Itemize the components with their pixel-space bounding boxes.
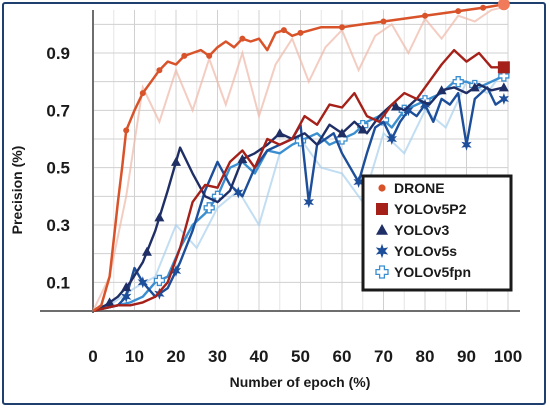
y-tick-label: 0.1	[46, 273, 70, 292]
yolov5p2-endpoint	[497, 61, 510, 74]
x-tick-label: 100	[494, 347, 522, 366]
data-point-circle	[280, 27, 287, 34]
y-tick-label: 0.9	[46, 44, 70, 63]
data-point-circle	[181, 52, 188, 59]
data-point-cross	[203, 202, 215, 214]
series-line	[92, 83, 505, 313]
series-group	[92, 0, 510, 313]
series-yolov5p2	[92, 48, 504, 313]
data-point-triangle	[141, 246, 152, 256]
data-point-triangle	[171, 156, 181, 166]
data-point-triangle	[469, 82, 480, 92]
legend: DRONE YOLOv5P2 YOLOv3 YOLOv5s YOLOv5fpn	[361, 174, 513, 292]
x-tick-label: 60	[333, 347, 352, 366]
data-point-star	[233, 186, 244, 199]
x-tick-label: 80	[416, 347, 435, 366]
legend-label: YOLOv5fpn	[394, 264, 471, 280]
data-point-triangle	[154, 212, 165, 222]
legend-item-yolov3: YOLOv3	[376, 222, 449, 238]
series-line	[92, 3, 505, 313]
data-point-square	[376, 203, 388, 215]
drone-endpoint	[497, 0, 510, 11]
data-point-star	[419, 98, 431, 111]
legend-items: DRONE YOLOv5P2 YOLOv3 YOLOv5s YOLOv5fpn	[375, 180, 471, 280]
data-point-circle	[422, 12, 428, 19]
series-yolov3	[92, 82, 509, 313]
x-tick-label: 10	[125, 347, 144, 366]
series-line	[92, 86, 505, 313]
data-point-star	[170, 264, 182, 277]
y-tick-label: 0.5	[46, 159, 70, 178]
y-axis-title: Precision (%)	[9, 146, 25, 235]
data-point-circle	[297, 29, 304, 36]
data-point-triangle	[274, 128, 285, 138]
data-point-circle	[480, 4, 487, 11]
data-point-cross	[375, 265, 389, 279]
data-point-star	[137, 276, 148, 289]
data-point-star	[498, 92, 509, 105]
data-point-triangle	[376, 224, 388, 235]
data-point-circle	[378, 184, 386, 192]
legend-item-yolov5p2: YOLOv5P2	[376, 201, 467, 217]
legend-item-yolov5s: YOLOv5s	[375, 243, 457, 259]
y-tick-label: 0.3	[46, 216, 70, 235]
legend-label: YOLOv5s	[394, 243, 457, 259]
data-point-circle	[123, 127, 130, 134]
legend-label: YOLOv5P2	[394, 201, 467, 217]
data-point-triangle	[104, 297, 115, 307]
data-point-circle	[339, 24, 345, 31]
data-point-circle	[139, 90, 146, 97]
axes	[40, 10, 520, 313]
data-point-triangle	[121, 282, 132, 292]
data-point-cross	[498, 70, 510, 82]
data-point-triangle	[498, 82, 509, 92]
data-point-triangle	[237, 154, 248, 164]
data-point-star	[375, 243, 389, 259]
x-tick-label: 70	[374, 347, 393, 366]
legend-item-drone: DRONE	[378, 180, 445, 196]
data-point-star	[154, 287, 165, 300]
data-point-star	[121, 290, 132, 303]
data-point-star	[386, 133, 397, 145]
y-tick-label: 0.7	[46, 101, 70, 120]
series-yolov5s	[92, 86, 509, 313]
data-point-circle	[239, 35, 246, 42]
data-point-triangle	[337, 128, 347, 138]
x-tick-label: 0	[88, 347, 97, 366]
data-point-circle	[156, 67, 163, 74]
data-point-circle	[206, 52, 213, 59]
x-tick-label: 20	[167, 347, 186, 366]
data-point-star	[353, 176, 364, 188]
shadow-trace	[92, 6, 505, 312]
data-point-star	[403, 104, 414, 117]
data-point-triangle	[390, 101, 401, 111]
x-tick-label: 30	[208, 347, 227, 366]
x-tick-label: 90	[457, 347, 476, 366]
data-point-triangle	[436, 85, 447, 95]
x-tick-label: 50	[291, 347, 310, 366]
tick-labels: 0 10 20 30 40 50 60 70 80 90 100 0.1 0.3 0.5 0.7 0.9	[46, 44, 522, 366]
data-point-star	[461, 138, 472, 151]
data-point-circle	[455, 8, 462, 15]
series-line	[92, 48, 504, 313]
legend-label: DRONE	[394, 180, 445, 196]
data-point-star	[303, 196, 314, 209]
x-tick-label: 40	[250, 347, 269, 366]
x-axis-title: Number of epoch (%)	[230, 374, 371, 390]
data-point-cross	[452, 76, 464, 88]
legend-label: YOLOv3	[394, 222, 449, 238]
data-point-triangle	[357, 124, 368, 134]
data-point-circle	[380, 18, 387, 25]
data-point-cross	[153, 274, 166, 287]
legend-item-yolov5fpn: YOLOv5fpn	[375, 264, 471, 280]
